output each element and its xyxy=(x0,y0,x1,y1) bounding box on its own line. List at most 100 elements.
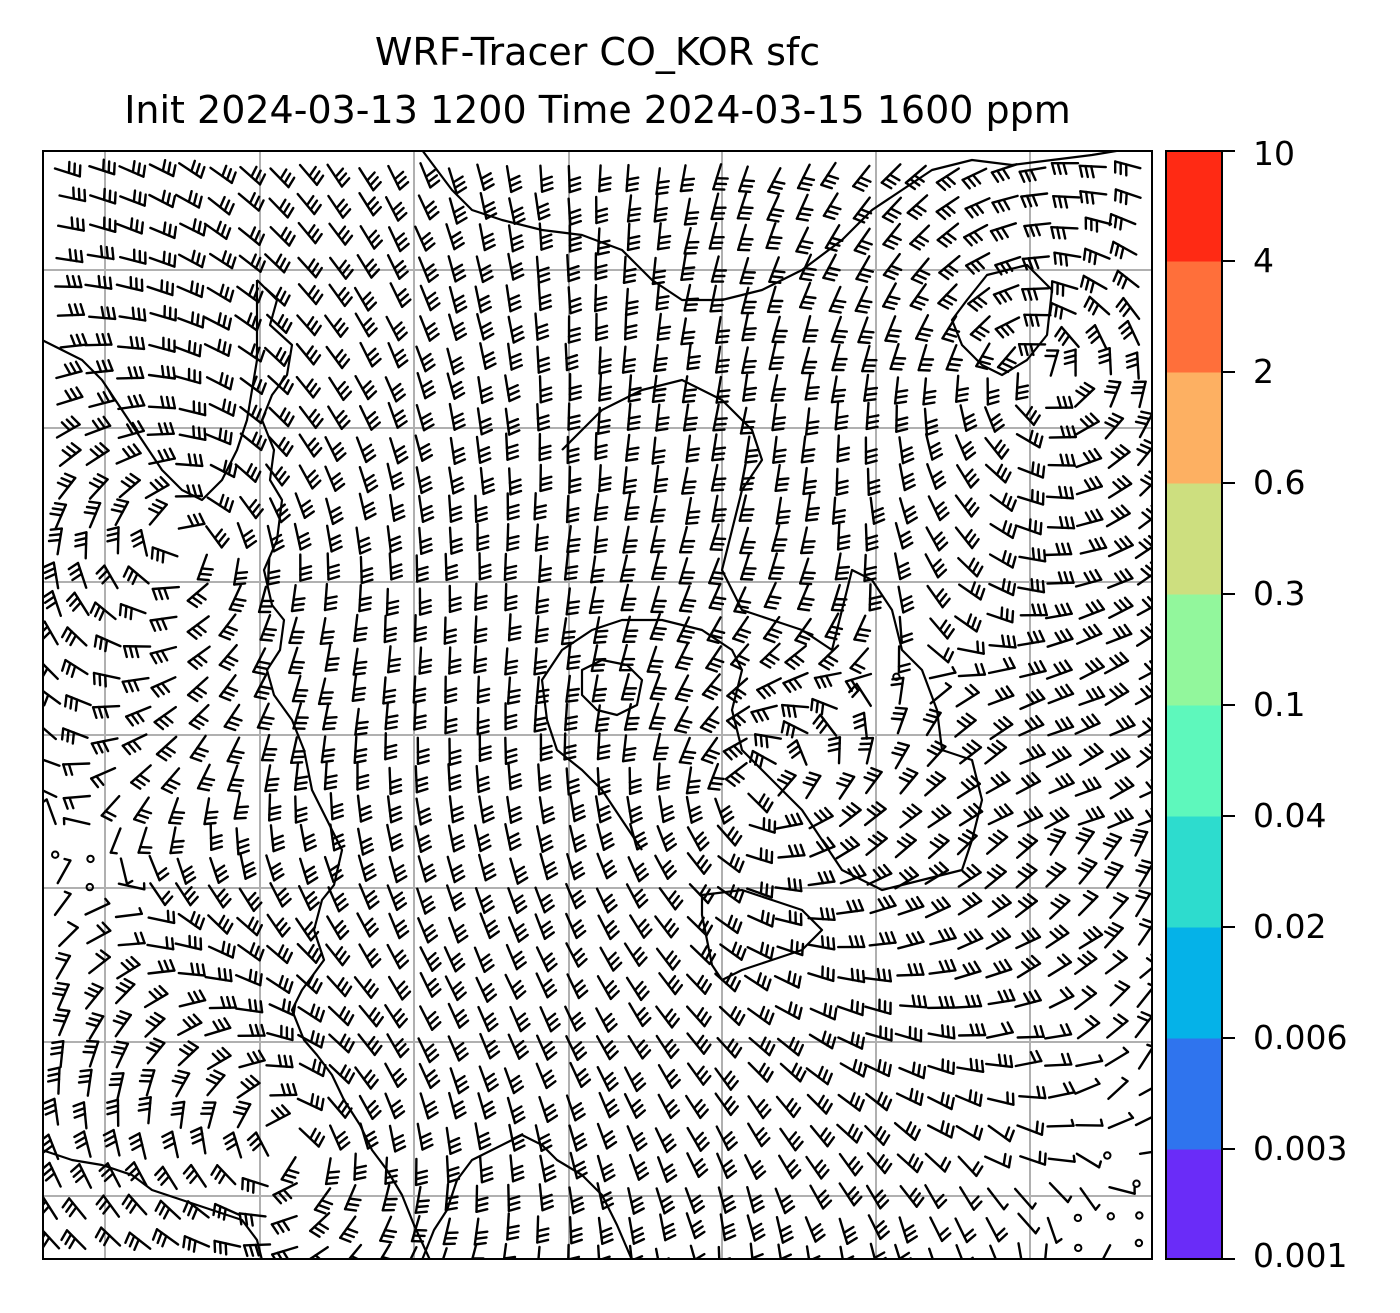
barb-flag xyxy=(91,706,98,719)
wind-barb xyxy=(269,167,296,189)
barb-flag xyxy=(910,277,924,285)
barb-shaft xyxy=(924,868,950,885)
barb-flag xyxy=(221,918,230,931)
wind-barb xyxy=(646,645,664,674)
barb-flag xyxy=(357,536,370,544)
barb-flag xyxy=(503,576,517,581)
barb-flag xyxy=(568,208,582,215)
barb-flag xyxy=(754,752,759,766)
wind-barb xyxy=(774,909,803,927)
barb-flag xyxy=(419,845,432,853)
wind-barb xyxy=(415,345,436,373)
barb-flag xyxy=(422,423,435,432)
wind-barb xyxy=(565,942,588,968)
wind-barb xyxy=(890,676,905,705)
barb-flag xyxy=(1046,869,1059,878)
wind-barb xyxy=(186,676,209,703)
barb-flag xyxy=(863,571,877,577)
barb-shaft xyxy=(137,826,148,854)
barb-flag xyxy=(683,222,698,226)
barb-flag xyxy=(710,601,725,606)
barb-flag xyxy=(191,657,203,667)
barb-flag xyxy=(340,419,351,430)
barb-flag xyxy=(538,293,552,300)
barb-flag xyxy=(863,565,877,571)
barb-flag xyxy=(767,190,781,195)
barb-flag xyxy=(772,454,787,459)
barb-flag xyxy=(710,576,724,580)
wind-barb xyxy=(1019,744,1046,765)
barb-flag xyxy=(795,250,809,255)
barb-flag xyxy=(1118,301,1129,313)
wind-barb xyxy=(207,914,234,935)
barb-flag xyxy=(882,863,893,875)
barb-shaft xyxy=(941,314,958,340)
wind-barb xyxy=(322,702,338,731)
barb-flag xyxy=(479,264,492,273)
barb-flag xyxy=(74,536,88,542)
barb-shaft xyxy=(904,164,927,184)
wind-barb xyxy=(1107,535,1134,558)
wind-barb xyxy=(1079,536,1108,555)
barb-shaft xyxy=(1021,255,1050,261)
barb-flag xyxy=(158,872,170,882)
barb-flag xyxy=(788,657,800,667)
wind-barb xyxy=(975,342,994,371)
barb-flag xyxy=(595,330,609,336)
barb-flag xyxy=(1060,685,1069,697)
wind-barb xyxy=(954,494,980,518)
barb-flag xyxy=(656,185,670,190)
wind-barb xyxy=(505,165,523,194)
wind-barb xyxy=(590,644,607,673)
barb-flag xyxy=(854,309,868,314)
barb-flag xyxy=(505,659,519,665)
wind-barb xyxy=(984,739,1008,765)
barb-flag xyxy=(1061,334,1071,347)
wind-barb xyxy=(130,529,149,557)
barb-flag xyxy=(568,302,582,309)
barb-flag xyxy=(567,414,581,420)
barb-shaft xyxy=(866,872,893,886)
barb-shaft xyxy=(45,798,57,826)
barb-shaft xyxy=(990,163,1018,174)
wind-barb xyxy=(596,227,611,256)
barb-flag xyxy=(741,476,755,480)
barb-flag xyxy=(1054,325,1063,338)
barb-flag xyxy=(74,698,79,712)
barb-flag xyxy=(333,920,344,931)
barb-flag xyxy=(1086,889,1099,898)
barb-flag xyxy=(169,422,175,435)
wind-barb xyxy=(1077,889,1099,917)
barb-flag xyxy=(170,937,175,951)
barb-flag xyxy=(973,329,986,338)
wind-barb xyxy=(234,312,262,332)
barb-flag xyxy=(354,626,368,631)
barb-flag xyxy=(294,812,308,818)
wind-barb xyxy=(715,914,743,935)
barb-flag xyxy=(359,548,372,555)
barb-flag xyxy=(309,320,319,332)
wind-barb xyxy=(967,286,991,312)
barb-shaft xyxy=(388,855,398,884)
wind-barb xyxy=(476,522,490,552)
barb-flag xyxy=(395,265,407,275)
barb-flag xyxy=(415,571,429,577)
wind-barb xyxy=(507,224,525,253)
barb-shaft xyxy=(52,561,60,590)
barb-shaft xyxy=(824,224,841,249)
barb-flag xyxy=(1106,837,1119,844)
barb-flag xyxy=(851,899,859,913)
barb-flag xyxy=(884,177,897,186)
barb-flag xyxy=(593,657,607,661)
barb-flag xyxy=(1079,274,1086,288)
barb-flag xyxy=(108,189,112,203)
barb-flag xyxy=(1119,651,1130,663)
barb-flag xyxy=(904,181,917,191)
wind-barb xyxy=(1107,444,1131,469)
barb-flag xyxy=(1015,395,1029,401)
barb-flag xyxy=(604,898,616,909)
barb-flag xyxy=(243,534,256,544)
barb-flag xyxy=(646,670,660,674)
barb-flag xyxy=(539,487,553,493)
barb-flag xyxy=(712,537,727,541)
